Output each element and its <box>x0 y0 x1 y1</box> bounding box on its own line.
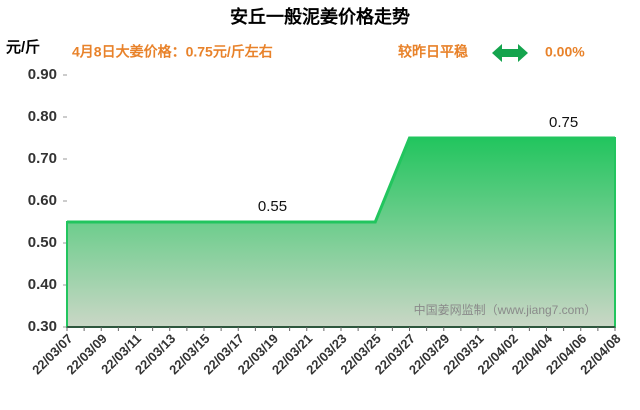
y-tick-label: 0.30 <box>28 318 57 335</box>
chart-title: 安丘一般泥姜价格走势 <box>230 6 410 27</box>
trend-icon <box>492 44 528 62</box>
change-text: 0.00% <box>545 44 585 60</box>
watermark: 中国姜网监制（www.jiang7.com） <box>414 302 597 317</box>
y-axis-label: 元/斤 <box>6 39 40 56</box>
y-tick-label: 0.40 <box>28 276 57 293</box>
line <box>67 136 615 224</box>
y-tick-label: 0.60 <box>28 192 57 209</box>
y-tick-label: 0.70 <box>28 150 57 167</box>
trend-text: 较昨日平稳 <box>398 44 468 60</box>
y-tick-label: 0.50 <box>28 234 57 251</box>
data-label: 0.75 <box>549 114 578 131</box>
y-tick-label: 0.80 <box>28 108 57 125</box>
plot: 0.300.400.500.600.700.800.9022/03/0722/0… <box>28 66 624 377</box>
data-label: 0.55 <box>258 198 287 215</box>
subtitle: 4月8日大姜价格：0.75元/斤左右 <box>72 44 273 60</box>
y-tick-label: 0.90 <box>28 66 57 83</box>
